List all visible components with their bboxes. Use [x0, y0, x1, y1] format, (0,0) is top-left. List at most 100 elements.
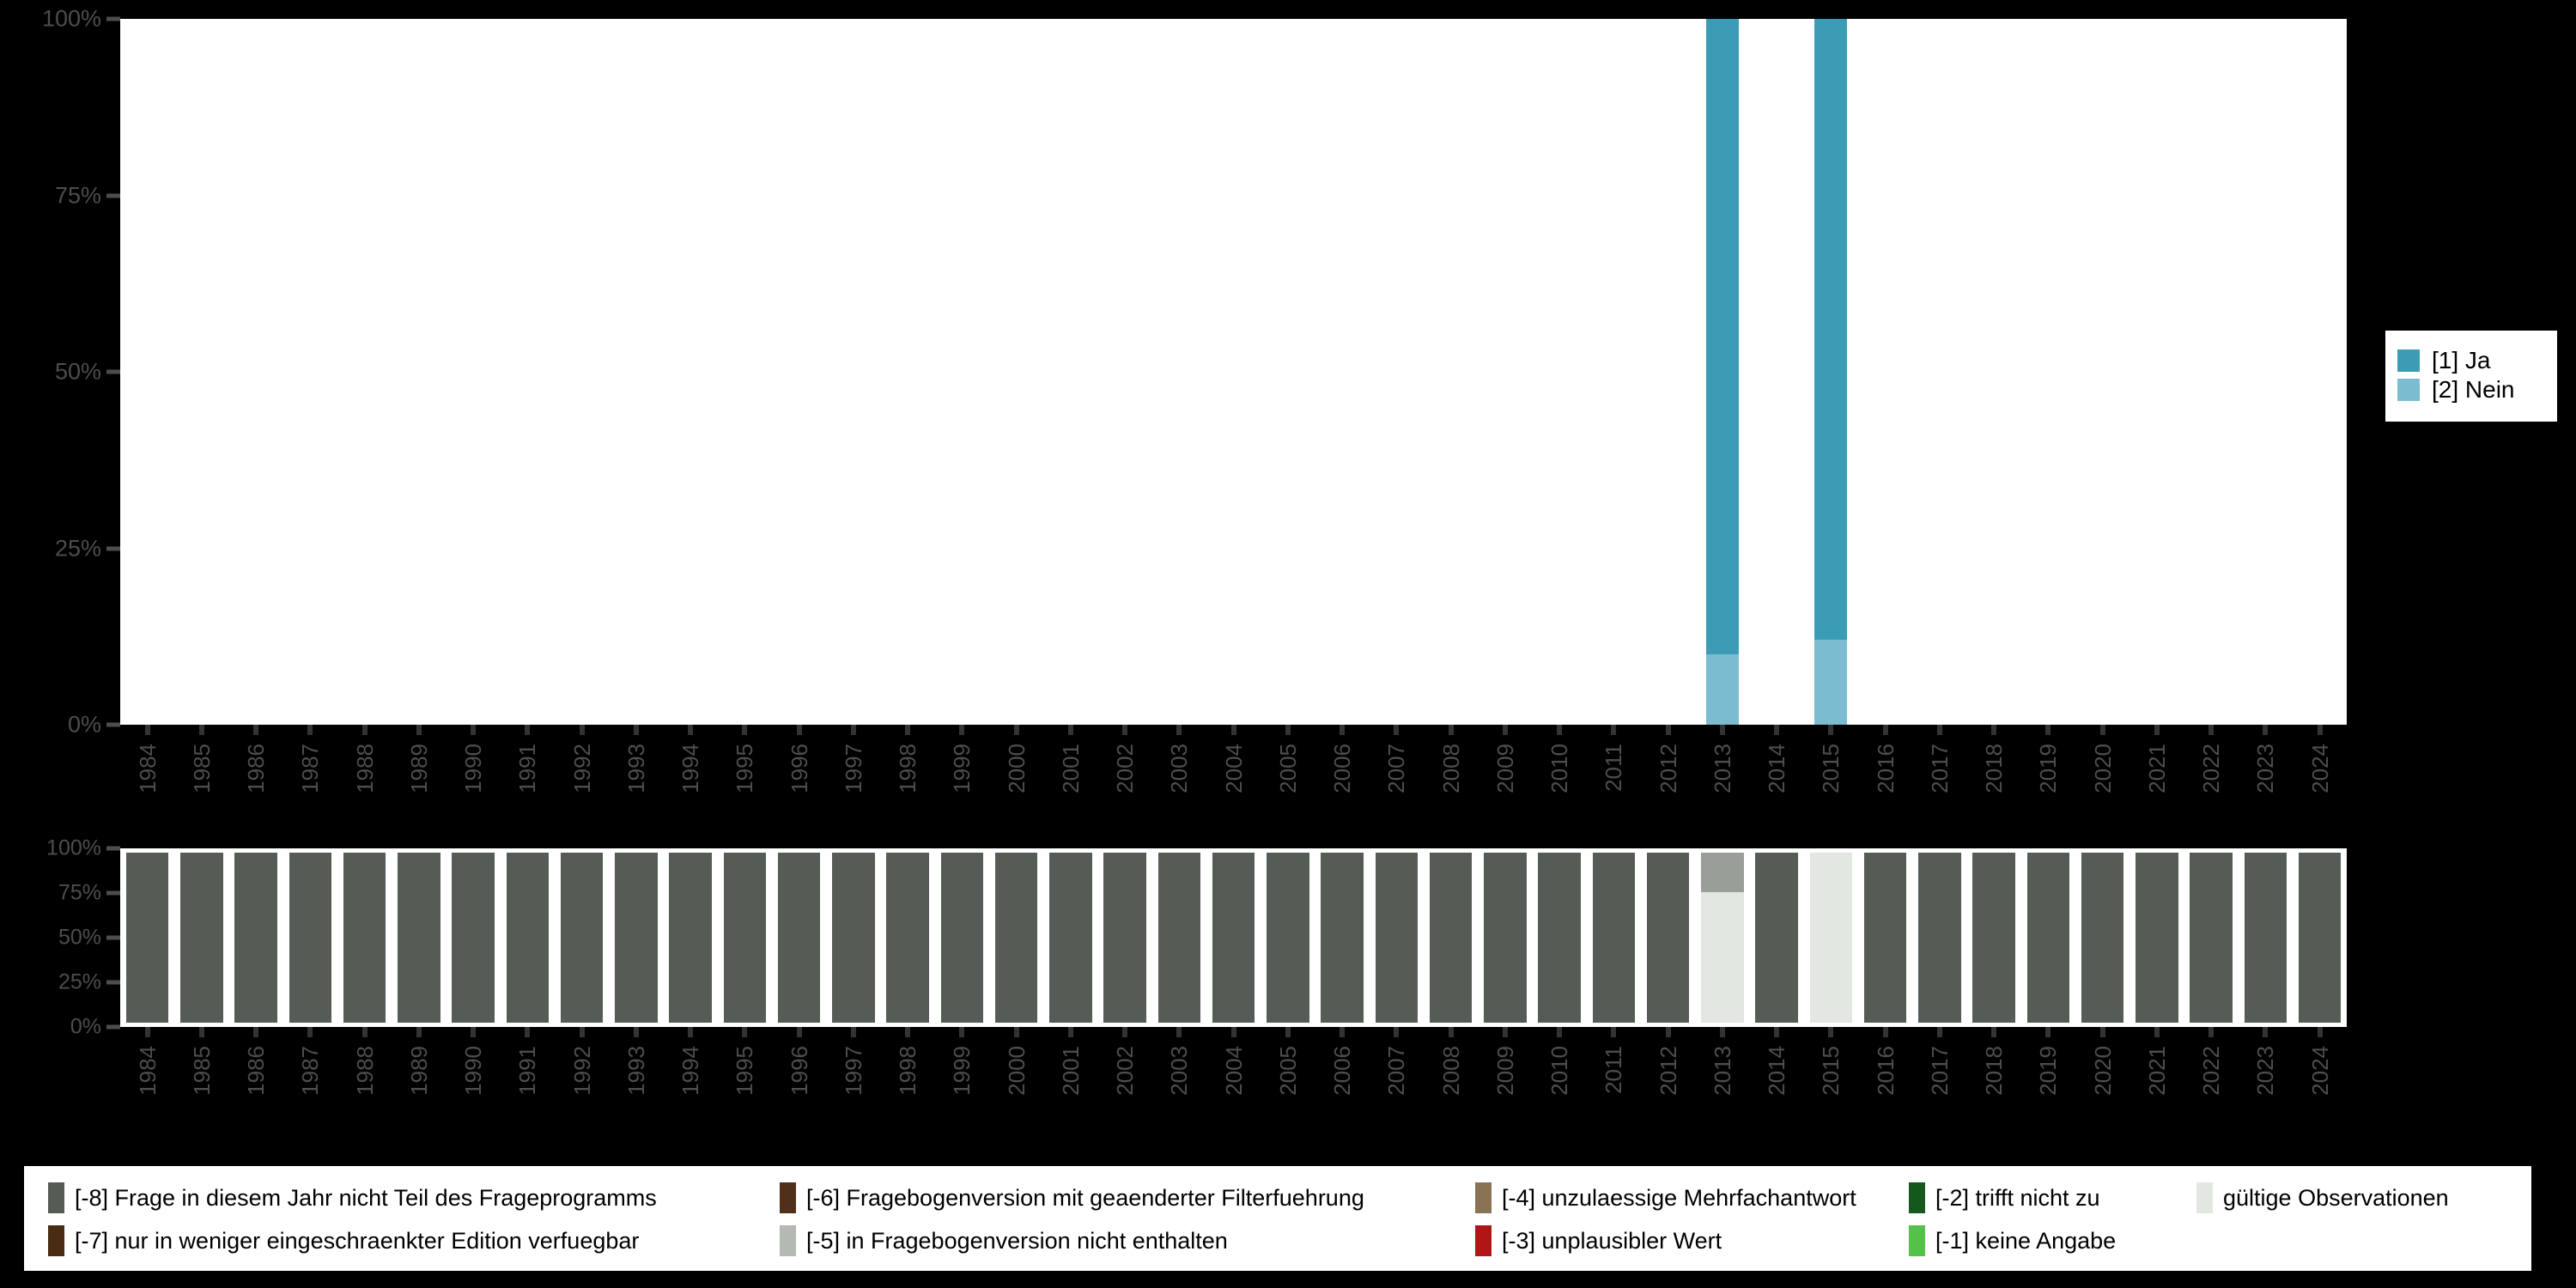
observation-bar-segment[interactable] — [180, 853, 223, 1023]
observation-bar-segment[interactable] — [1484, 853, 1527, 1023]
observation-bar-slot[interactable] — [2129, 848, 2184, 1027]
observation-bar-segment[interactable] — [560, 853, 604, 1023]
observation-bar-slot[interactable] — [1261, 848, 1315, 1027]
main-bar-slot[interactable] — [1858, 19, 1912, 725]
observation-bar-slot[interactable] — [229, 848, 283, 1027]
main-bar-slot[interactable] — [337, 19, 392, 725]
main-bar-stack[interactable] — [1869, 19, 1902, 725]
observation-bar-segment[interactable] — [125, 853, 169, 1023]
observation-bar-stack[interactable] — [1538, 853, 1581, 1023]
legend-entry[interactable]: [1] Ja — [2397, 346, 2545, 375]
main-bar-slot[interactable] — [555, 19, 609, 725]
main-bar-slot[interactable] — [2129, 19, 2184, 725]
main-bar-stack[interactable] — [1054, 19, 1087, 725]
main-bar-slot[interactable] — [989, 19, 1043, 725]
main-bar-stack[interactable] — [891, 19, 924, 725]
observation-bar-segment[interactable] — [777, 853, 821, 1023]
observation-bar-segment[interactable] — [2190, 853, 2233, 1023]
observation-bar-segment[interactable] — [2136, 853, 2178, 1023]
observation-bar-segment[interactable] — [1267, 853, 1309, 1023]
observation-bar-slot[interactable] — [772, 848, 826, 1027]
main-bar-slot[interactable] — [229, 19, 283, 725]
main-bar-slot[interactable] — [609, 19, 663, 725]
missing-code-legend-entry[interactable]: [-6] Fragebogenversion mit geaenderter F… — [780, 1176, 1364, 1219]
observation-bar-stack[interactable] — [2244, 853, 2287, 1023]
main-bar-stack[interactable] — [674, 19, 707, 725]
observation-bar-stack[interactable] — [289, 853, 332, 1023]
main-bar-slot[interactable] — [1478, 19, 1532, 725]
main-bar-slot[interactable] — [881, 19, 935, 725]
observation-bar-stack[interactable] — [1103, 853, 1146, 1023]
observation-bar-slot[interactable] — [1533, 848, 1587, 1027]
main-bar-stack[interactable] — [1000, 19, 1033, 725]
main-bar-stack[interactable] — [2141, 19, 2173, 725]
observation-bar-stack[interactable] — [1755, 853, 1798, 1023]
observation-bar-slot[interactable] — [2021, 848, 2075, 1027]
observation-bar-stack[interactable] — [669, 853, 712, 1023]
observation-bar-stack[interactable] — [2190, 853, 2233, 1023]
main-bar-slot[interactable] — [1043, 19, 1097, 725]
observation-bar-stack[interactable] — [506, 853, 550, 1023]
legend-entry[interactable]: [2] Nein — [2397, 375, 2545, 404]
main-bar-slot[interactable] — [718, 19, 772, 725]
observation-bar-stack[interactable] — [1701, 853, 1744, 1023]
observation-bar-segment[interactable] — [832, 853, 875, 1023]
main-bar-stack[interactable] — [2087, 19, 2119, 725]
main-bar-stack[interactable] — [1923, 19, 1956, 725]
observation-bar-segment[interactable] — [398, 853, 440, 1023]
main-bar-slot[interactable] — [501, 19, 555, 725]
observation-bar-slot[interactable] — [989, 848, 1043, 1027]
main-bar-stack[interactable] — [349, 19, 381, 725]
observation-bar-stack[interactable] — [452, 853, 495, 1023]
main-bar-stack[interactable] — [1218, 19, 1250, 725]
observation-bar-segment[interactable] — [2026, 853, 2070, 1023]
main-bar-slot[interactable] — [1315, 19, 1370, 725]
observation-bar-segment[interactable] — [1863, 853, 1907, 1023]
main-bar-stack[interactable] — [185, 19, 218, 725]
missing-code-legend-entry[interactable]: [-1] keine Angabe — [1909, 1219, 2116, 1262]
main-bar-stack[interactable] — [2195, 19, 2227, 725]
main-bar-stack[interactable] — [1760, 19, 1793, 725]
observation-bar-segment[interactable] — [234, 853, 277, 1023]
observation-bar-segment[interactable] — [669, 853, 712, 1023]
observation-bar-slot[interactable] — [392, 848, 446, 1027]
observation-bar-stack[interactable] — [1484, 853, 1527, 1023]
observation-bar-stack[interactable] — [343, 853, 386, 1023]
main-bar-slot[interactable] — [2239, 19, 2293, 725]
observation-bar-segment[interactable] — [1701, 891, 1744, 1023]
observation-bar-segment[interactable] — [1321, 853, 1364, 1023]
main-bar-slot[interactable] — [447, 19, 501, 725]
observation-bar-slot[interactable] — [1315, 848, 1370, 1027]
observation-bar-slot[interactable] — [1152, 848, 1206, 1027]
observation-bar-slot[interactable] — [1804, 848, 1858, 1027]
observation-bar-slot[interactable] — [2184, 848, 2239, 1027]
main-bar-slot[interactable] — [664, 19, 718, 725]
observation-bar-stack[interactable] — [1267, 853, 1309, 1023]
observation-bar-segment[interactable] — [1972, 853, 2015, 1023]
observation-bar-slot[interactable] — [881, 848, 935, 1027]
observation-bar-stack[interactable] — [125, 853, 169, 1023]
main-bar-slot[interactable] — [1424, 19, 1478, 725]
observation-bar-slot[interactable] — [1424, 848, 1478, 1027]
observation-bar-segment[interactable] — [506, 853, 550, 1023]
observation-bar-segment[interactable] — [452, 853, 495, 1023]
observation-bar-stack[interactable] — [940, 853, 984, 1023]
observation-bar-stack[interactable] — [994, 853, 1038, 1023]
missing-code-legend-entry[interactable]: [-5] in Fragebogenversion nicht enthalte… — [780, 1219, 1228, 1262]
main-bar-slot[interactable] — [2021, 19, 2075, 725]
observation-bar-slot[interactable] — [1478, 848, 1532, 1027]
observation-bar-slot[interactable] — [283, 848, 337, 1027]
observation-bar-stack[interactable] — [1321, 853, 1364, 1023]
observation-bar-segment[interactable] — [1049, 853, 1092, 1023]
observation-bar-slot[interactable] — [120, 848, 174, 1027]
main-bar-stack[interactable] — [457, 19, 489, 725]
main-bar-slot[interactable] — [1641, 19, 1695, 725]
observation-bar-slot[interactable] — [555, 848, 609, 1027]
observation-bar-slot[interactable] — [1641, 848, 1695, 1027]
main-bar-stack[interactable] — [1163, 19, 1195, 725]
main-bar-stack[interactable] — [945, 19, 978, 725]
main-bar-slot[interactable] — [283, 19, 337, 725]
main-bar-stack[interactable] — [1380, 19, 1413, 725]
observation-bar-slot[interactable] — [718, 848, 772, 1027]
observation-bar-segment[interactable] — [2298, 853, 2342, 1023]
